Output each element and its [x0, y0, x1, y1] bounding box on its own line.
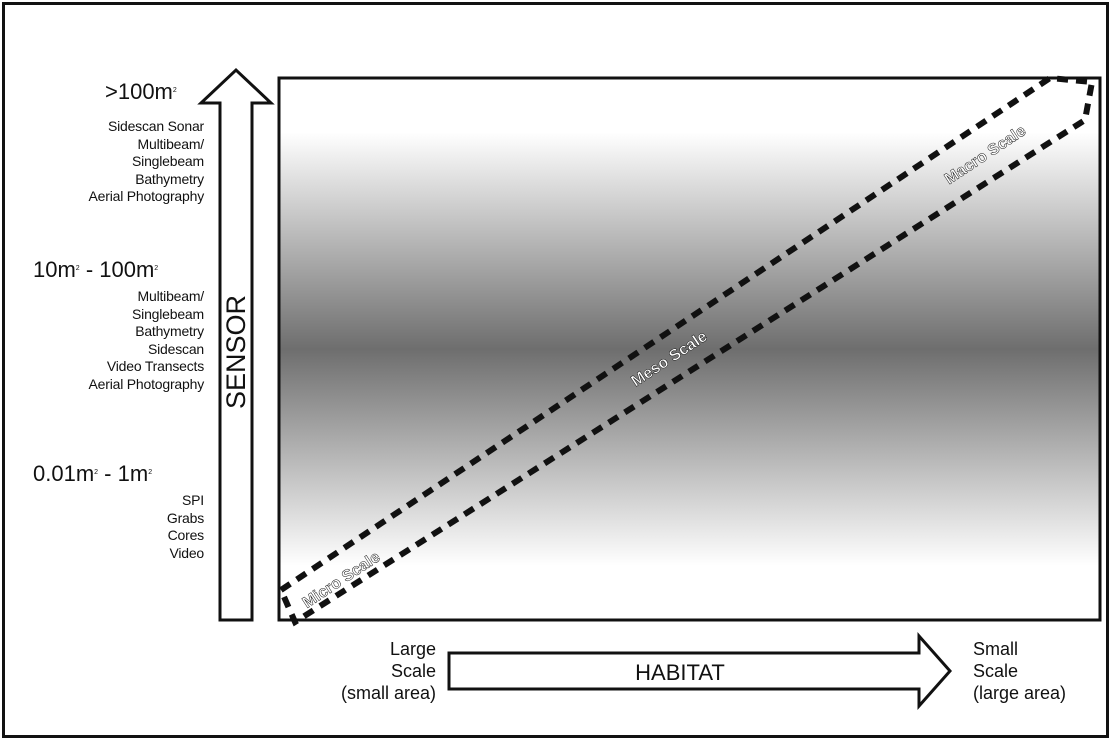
sensor-item: Singlebeam	[132, 153, 204, 169]
sensor-item: Bathymetry	[135, 323, 204, 339]
habitat-right-line: (large area)	[973, 683, 1067, 703]
sensor-item: Aerial Photography	[88, 188, 205, 204]
scale-heading-large: >100m2	[105, 79, 177, 104]
habitat-axis-label: HABITAT	[635, 660, 725, 685]
scale-heading-small: 0.01m2 - 1m2	[33, 461, 153, 486]
sensor-axis-arrow	[197, 67, 275, 622]
sensor-item: Aerial Photography	[88, 375, 205, 392]
sensor-item: Video	[169, 544, 204, 561]
scale-heading-medium: 10m2 - 100m2	[33, 257, 159, 282]
sensor-list-small: SPI Grabs Cores Video	[30, 492, 204, 562]
sensor-item: Multibeam/	[137, 135, 205, 152]
sensor-item: Cores	[167, 527, 205, 543]
sensor-item: Sidescan Sonar	[107, 118, 204, 134]
sensor-item: Video Transects	[106, 358, 204, 374]
sensor-item: Grabs	[166, 509, 204, 526]
habitat-right-line: Small	[973, 639, 1019, 659]
sensor-list-medium: Multibeam/ Singlebeam Bathymetry Sidesca…	[30, 288, 205, 393]
sensor-list-large: Sidescan Sonar Multibeam/ Singlebeam Bat…	[30, 118, 205, 206]
habitat-sensor-area	[277, 76, 1102, 622]
sensor-item: SPI	[182, 492, 204, 508]
sensor-item: Sidescan	[148, 340, 204, 357]
habitat-left-line: Scale	[390, 661, 436, 681]
habitat-left-line: Large	[389, 639, 436, 659]
habitat-left-line: (small area)	[340, 683, 436, 703]
habitat-right-end: Small Scale (large area)	[973, 638, 1103, 704]
sensor-item: Bathymetry	[135, 170, 204, 187]
sensor-item: Singlebeam	[132, 305, 204, 322]
habitat-axis-arrow	[447, 632, 953, 710]
habitat-right-line: Scale	[973, 661, 1019, 681]
sensor-axis-label: SENSOR	[221, 295, 251, 409]
scale-band-outline	[277, 74, 1096, 627]
habitat-left-end: Large Scale (small area)	[296, 638, 436, 704]
sensor-item: Multibeam/	[137, 288, 205, 304]
